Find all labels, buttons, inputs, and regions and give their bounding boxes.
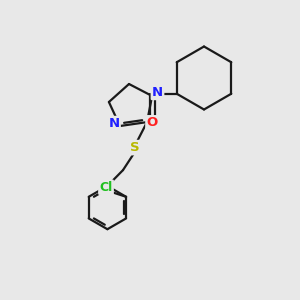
Text: Cl: Cl: [99, 181, 112, 194]
Text: O: O: [146, 116, 158, 129]
Text: N: N: [152, 86, 163, 99]
Text: N: N: [108, 117, 120, 130]
Text: S: S: [130, 141, 139, 154]
